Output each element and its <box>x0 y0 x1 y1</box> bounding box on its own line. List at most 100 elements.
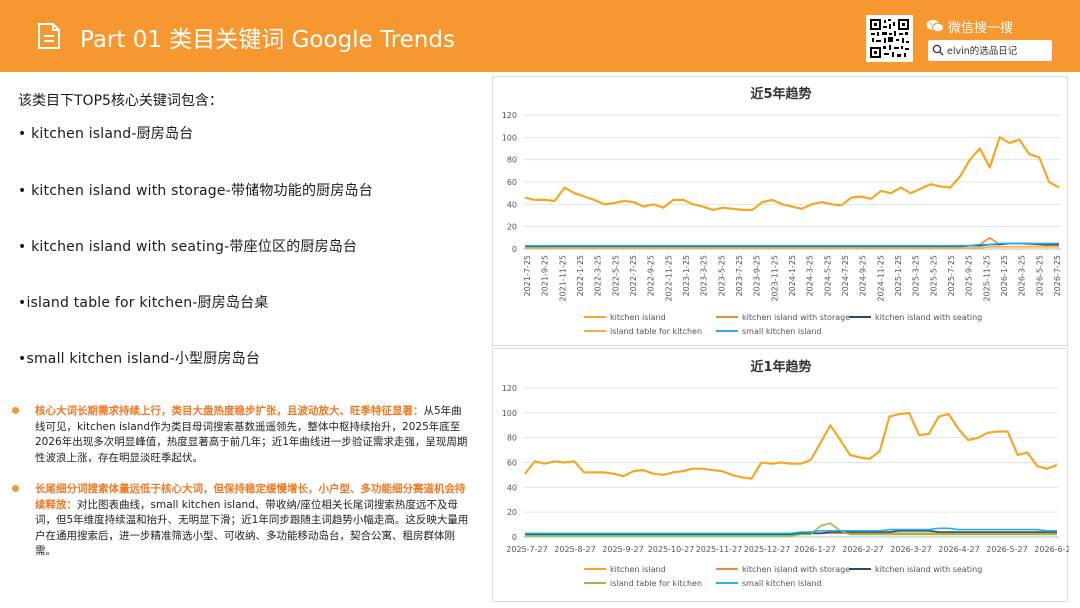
x-tick-label: 2025-8-27 <box>554 545 595 554</box>
series-line <box>525 527 1057 535</box>
y-tick-label: 80 <box>507 156 517 165</box>
x-tick-label: 2025-7-25 <box>947 255 956 296</box>
series-line <box>525 530 1057 536</box>
page-title: Part 01 类目关键词 Google Trends <box>80 27 455 53</box>
y-tick-label: 100 <box>502 133 517 142</box>
x-tick-label: 2025-5-25 <box>929 255 938 296</box>
legend-label: kitchen island <box>610 313 666 322</box>
legend-label: kitchen island with storage <box>742 313 850 322</box>
x-tick-label: 2026-5-25 <box>1035 255 1044 296</box>
legend-label: island table for kitchen <box>610 579 702 588</box>
y-tick-label: 120 <box>502 111 517 120</box>
x-tick-label: 2024-7-25 <box>841 255 850 296</box>
x-tick-label: 2023-3-25 <box>700 255 709 296</box>
search-input-text: elvin的选品日记 <box>947 46 1018 57</box>
insight-highlight: 核心大词长期需求持续上行，类目大盘热度稳步扩张，且波动放大、旺季特征显著： <box>35 405 424 417</box>
insight-paragraph: 长尾细分词搜索体量远低于核心大词，但保持稳定缓慢增长，小户型、多功能细分赛道机会… <box>12 482 470 560</box>
keyword-item: •small kitchen island-小型厨房岛台 <box>18 351 261 367</box>
x-tick-label: 2022-9-25 <box>647 255 656 296</box>
x-tick-label: 2023-5-25 <box>717 255 726 296</box>
y-tick-label: 80 <box>507 434 517 443</box>
x-tick-label: 2025-11-27 <box>696 545 743 554</box>
insight-body: 从5年曲线可见，kitchen island作为类目母词搜索基数遥遥领先，整体中… <box>35 405 468 464</box>
header-bar: Part 01 类目关键词 Google Trends 微信搜一搜 <box>0 0 1080 72</box>
x-tick-label: 2023-1-25 <box>682 255 691 296</box>
keyword-item: •island table for kitchen-厨房岛台桌 <box>18 295 269 311</box>
x-tick-label: 2025-9-27 <box>602 545 643 554</box>
x-tick-label: 2026-5-27 <box>986 545 1027 554</box>
qr-code-icon <box>866 15 913 62</box>
series-line <box>524 136 1060 211</box>
wechat-icon <box>926 20 944 33</box>
x-tick-label: 2026-6-27 <box>1034 545 1069 554</box>
keyword-item: • kitchen island with seating-带座位区的厨房岛台 <box>18 239 358 255</box>
intro-text: 该类目下TOP5核心关键词包含： <box>18 93 223 109</box>
x-tick-label: 2026-3-25 <box>1018 255 1027 296</box>
legend-label: small kitchen island <box>742 579 822 588</box>
x-tick-label: 2021-7-25 <box>523 255 532 296</box>
x-tick-label: 2026-2-27 <box>842 545 883 554</box>
x-tick-label: 2025-11-25 <box>982 255 991 302</box>
chart-panel-1year: 近1年趋势 0 20 40 60 80 100 120 2025-7-27 2025-8-27 20… <box>492 348 1069 602</box>
search-icon <box>932 44 944 56</box>
x-tick-label: 2026-3-27 <box>890 545 931 554</box>
y-tick-label: 20 <box>507 223 517 232</box>
x-tick-label: 2023-11-25 <box>770 255 779 302</box>
x-tick-label: 2026-1-25 <box>1000 255 1009 296</box>
x-tick-label: 2024-9-25 <box>859 255 868 296</box>
insight-highlight: 长尾细分词搜索体量远低于核心大词，但保持稳定缓慢增长，小户型、多功能细分赛道机会… <box>35 483 466 511</box>
chart-title: 近1年趋势 <box>750 359 811 375</box>
y-tick-label: 60 <box>507 459 517 468</box>
x-tick-label: 2023-7-25 <box>735 255 744 296</box>
y-tick-label: 100 <box>502 409 517 418</box>
y-tick-label: 40 <box>507 200 517 209</box>
keyword-item: • kitchen island with storage-带储物功能的厨房岛台 <box>18 183 373 199</box>
series-line <box>524 411 1058 480</box>
wechat-search-label: 微信搜一搜 <box>948 21 1014 36</box>
chart-panel-5year: 近5年趋势 0 20 40 60 80 100 120 2021-7-25 2021-9-25 20… <box>492 76 1068 346</box>
bullet-dot-icon <box>12 485 19 492</box>
x-tick-label: 2026-4-27 <box>938 545 979 554</box>
series-line <box>525 246 1059 249</box>
y-tick-label: 20 <box>507 508 517 517</box>
search-box[interactable]: elvin的选品日记 <box>928 40 1052 61</box>
x-tick-label: 2025-1-25 <box>894 255 903 296</box>
x-tick-label: 2024-5-25 <box>823 255 832 296</box>
keyword-item: • kitchen island-厨房岛台 <box>18 126 194 142</box>
x-tick-label: 2022-3-25 <box>594 255 603 296</box>
y-tick-label: 40 <box>507 483 517 492</box>
insight-body: 对比图表曲线，small kitchen island、带收纳/座位相关长尾词搜… <box>35 498 469 558</box>
x-tick-label: 2021-11-25 <box>558 255 567 302</box>
chart-5year: 近5年趋势 0 20 40 60 80 100 120 2021-7-25 2021-9-25 20… <box>502 86 1062 336</box>
chart-1year: 近1年趋势 0 20 40 60 80 100 120 2025-7-27 2025-8-27 20… <box>502 359 1069 588</box>
legend-label: kitchen island with storage <box>742 565 850 574</box>
legend-label: kitchen island <box>610 565 666 574</box>
x-tick-label: 2022-7-25 <box>629 255 638 296</box>
legend-label: island table for kitchen <box>610 327 702 336</box>
x-tick-label: 2025-10-27 <box>648 545 695 554</box>
qr-code-graphic <box>869 18 910 59</box>
series-line <box>525 522 1057 537</box>
x-tick-label: 2025-12-27 <box>744 545 791 554</box>
x-tick-label: 2026-7-25 <box>1053 255 1062 296</box>
legend-label: kitchen island with seating <box>875 565 982 574</box>
y-tick-label: 60 <box>507 178 517 187</box>
x-tick-label: 2023-9-25 <box>753 255 762 296</box>
x-tick-label: 2022-1-25 <box>576 255 585 296</box>
series-line <box>525 242 1059 247</box>
document-icon <box>38 23 60 49</box>
x-tick-label: 2025-3-25 <box>912 255 921 296</box>
x-tick-label: 2025-7-27 <box>506 545 547 554</box>
x-tick-label: 2026-1-27 <box>794 545 835 554</box>
legend-label: small kitchen island <box>742 327 822 336</box>
x-tick-label: 2025-9-25 <box>965 255 974 296</box>
insight-paragraph: 核心大词长期需求持续上行，类目大盘热度稳步扩张，且波动放大、旺季特征显著：从5年… <box>12 404 470 466</box>
x-tick-label: 2024-1-25 <box>788 255 797 296</box>
y-tick-label: 0 <box>512 533 517 542</box>
x-tick-label: 2024-3-25 <box>806 255 815 296</box>
bullet-dot-icon <box>12 407 19 414</box>
y-tick-label: 0 <box>512 245 517 254</box>
y-tick-label: 120 <box>502 384 517 393</box>
chart-title: 近5年趋势 <box>750 86 811 102</box>
x-tick-label: 2022-11-25 <box>664 255 673 302</box>
